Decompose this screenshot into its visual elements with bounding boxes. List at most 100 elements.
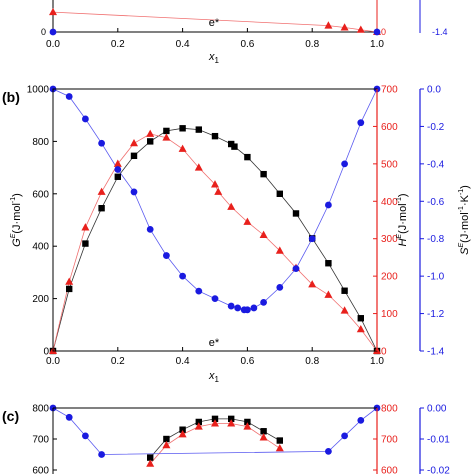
- panel-c-right2-tick-label: 0.00: [427, 404, 447, 415]
- panel-c-GE-point: [211, 415, 219, 423]
- panel-b-HE-point: [65, 277, 74, 285]
- panel-b-SE-point: [341, 160, 348, 168]
- panel-b-SE-point: [98, 139, 105, 147]
- panel-b-annotation: e*: [209, 337, 220, 349]
- panel-b-SE-point: [292, 265, 300, 273]
- panel-b-HE-point: [340, 306, 349, 314]
- panel-a-x-tick-label: 0.8: [305, 39, 319, 50]
- panel-b-HE-point: [259, 230, 268, 238]
- panel-b: (b) 0.0 0.2 0.4 0.6 0.8 1.0020040060080010000…: [2, 85, 471, 385]
- panel-b-SE-point: [244, 306, 251, 314]
- panel-c-SE-point: [357, 417, 365, 424]
- panel-b-right2-tick-label: -0.4: [427, 159, 445, 170]
- panel-b-left-tick-label: 800: [32, 137, 49, 148]
- panel-b-HE-point: [211, 180, 219, 188]
- panel-b-right-tick-label: 500: [381, 159, 398, 170]
- panel-a-red-point: [49, 7, 57, 16]
- panel-b-HE-point: [162, 133, 171, 141]
- panel-b-left-tick-label: 200: [32, 294, 49, 305]
- panel-b-GE-point: [114, 173, 121, 180]
- panel-b-right2-tick-label: -0.2: [427, 122, 445, 133]
- panel-c-right-tick-label: 600: [381, 466, 398, 474]
- panel-c-GE-point: [228, 415, 235, 423]
- panel-c-HE-point: [259, 433, 268, 441]
- panel-a-annotation: e*: [209, 17, 220, 29]
- panel-c-ticks: 600 700 800 600 700 800 -0.02 -0.01 0.00: [32, 404, 450, 474]
- panel-c-SE-line: [52, 407, 378, 455]
- panel-b-GE-point: [292, 210, 300, 217]
- panel-b-frame: [52, 88, 421, 352]
- panel-b-HE-point: [81, 223, 90, 231]
- panel-c-label: (c): [2, 408, 19, 424]
- panel-a-blue-point: [49, 28, 57, 36]
- panel-b-x-tick-label: 1.0: [370, 356, 384, 367]
- panel-c-GE-point: [179, 426, 186, 433]
- panel-b-GE-point: [147, 138, 154, 145]
- panel-b-HE-point: [214, 187, 223, 195]
- panel-c-SE-point: [82, 432, 89, 440]
- panel-a-x-tick-label: 1.0: [370, 39, 384, 50]
- panel-b-right2-tick-label: -1.4: [427, 347, 445, 358]
- panel-b-SE-line: [52, 88, 378, 311]
- panel-c-SE-point: [98, 451, 105, 458]
- panel-b-GE-point: [130, 152, 138, 160]
- panel-b-HE-point: [97, 187, 106, 195]
- panel-b-right2-tick-label: 0.0: [427, 85, 441, 96]
- panel-b-right-tick-label: 100: [381, 309, 398, 320]
- panel-b-SE-point: [211, 295, 219, 302]
- panel-b-ticks: 0.0 0.2 0.4 0.6 0.8 1.00200400600800100001002…: [27, 85, 445, 368]
- panel-a-x-tick-label: 0.0: [46, 39, 60, 50]
- panel-b-HE-point: [130, 138, 138, 147]
- panel-c-HE-point: [162, 440, 171, 449]
- panel-c-left-tick-label: 600: [32, 466, 49, 474]
- panel-b-SE-point: [114, 166, 122, 173]
- panel-b-HE-point: [308, 280, 317, 288]
- panel-b-right-tick-label: 600: [381, 122, 398, 133]
- panel-b-HE-point: [113, 159, 122, 167]
- panel-b-SE-point: [195, 287, 203, 295]
- panel-b-left-tick-label: 600: [32, 189, 49, 200]
- panel-b-SE-point: [163, 252, 170, 259]
- panel-b-GE-point: [244, 153, 251, 161]
- panel-b-HE-point: [227, 202, 236, 210]
- panel-b-label: (b): [2, 89, 20, 105]
- panel-b-SE-point: [325, 201, 332, 209]
- panel-b-GE-point: [231, 143, 238, 150]
- panel-b-right-tick-label: 300: [381, 234, 398, 245]
- panel-b-GE-point: [276, 190, 283, 197]
- panel-c-frame: [52, 407, 421, 474]
- panel-b-SE-point: [357, 119, 365, 127]
- panel-b-GE-point: [195, 126, 202, 133]
- panel-b-marks: [49, 85, 381, 355]
- panel-c-SE-point: [325, 448, 332, 455]
- panel-a-marks: [49, 7, 381, 36]
- panel-b-HE-point: [146, 129, 155, 137]
- panel-b-x-tick-label: 0.0: [46, 356, 60, 367]
- panel-b-ylabel-left: GE(J·mol-1): [10, 193, 23, 247]
- panel-b-SE-point: [82, 115, 89, 123]
- panel-a-left-tick-0: 0: [41, 27, 46, 37]
- panel-c-HE-point: [275, 444, 284, 452]
- panel-c-marks: [49, 404, 381, 467]
- panel-c-HE-point: [243, 422, 252, 430]
- panel-c-right-tick-label: 700: [381, 435, 398, 446]
- panel-b-SE-point: [227, 302, 235, 310]
- panel-c-right2-tick-label: -0.02: [427, 466, 450, 474]
- panel-b-x-tick-label: 0.2: [111, 356, 125, 367]
- panel-b-right-tick-label: 400: [381, 197, 398, 208]
- panel-b-SE-point: [260, 298, 267, 306]
- panel-b-SE-point: [234, 304, 242, 312]
- panel-b-ylabel-right: HE(J·mol-1): [396, 193, 409, 246]
- panel-b-HE-point: [275, 246, 284, 254]
- panel-c-GE-point: [260, 428, 267, 435]
- panel-c-HE-point: [211, 419, 219, 427]
- panel-c-SE-point: [65, 413, 73, 421]
- panel-b-GE-line: [52, 127, 378, 352]
- panel-b-GE-point: [341, 287, 348, 294]
- panel-b-SE-point: [250, 304, 258, 312]
- panel-b-GE-point: [98, 205, 105, 212]
- panel-b-right2-tick-label: -1.2: [427, 309, 445, 320]
- panel-b-lines: [52, 88, 378, 352]
- panel-b-GE-point: [82, 240, 89, 247]
- panel-b-SE-point: [146, 225, 154, 233]
